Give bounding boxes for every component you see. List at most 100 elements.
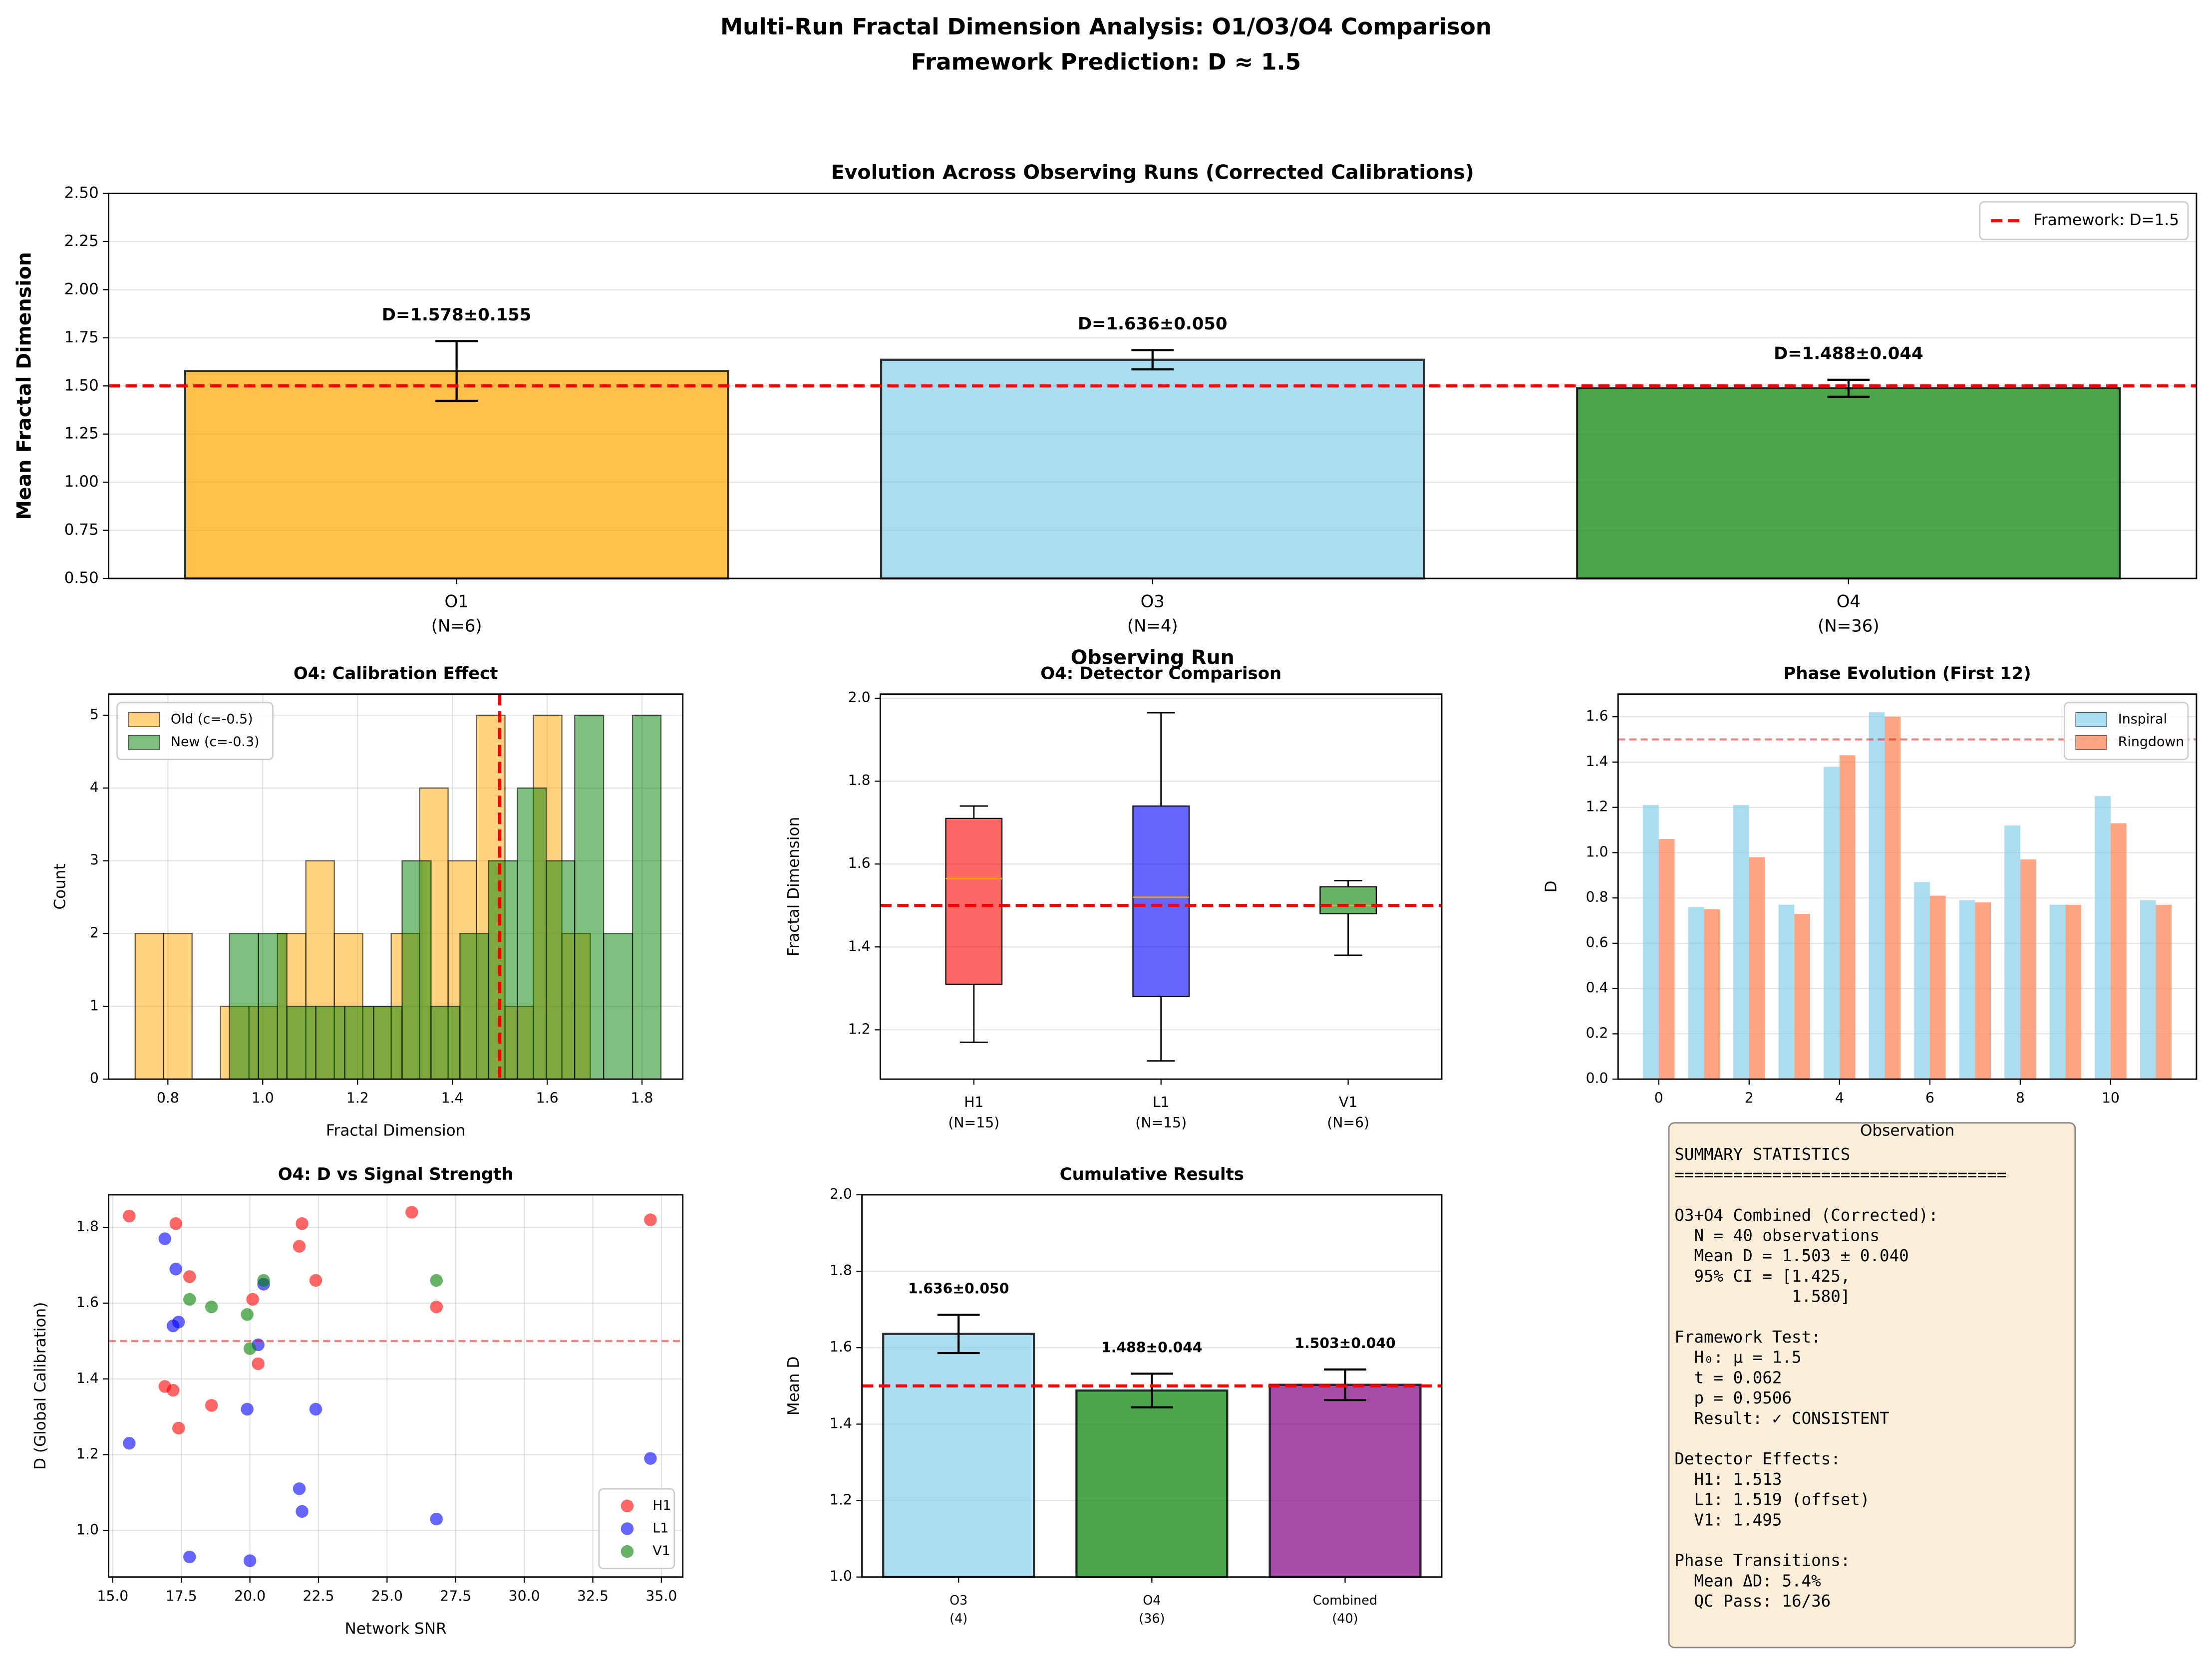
axes-frame — [108, 193, 2198, 579]
y-axis-label: D (Global Calibration) — [31, 1302, 49, 1470]
legend-label: Inspiral — [2118, 711, 2167, 727]
y-tick-label: 1.75 — [64, 328, 99, 346]
legend-swatch — [621, 1545, 634, 1558]
x-tick-label: 17.5 — [166, 1588, 197, 1604]
point — [167, 1383, 180, 1397]
histogram-bar — [286, 1006, 316, 1080]
summary-line: O3+O4 Combined (Corrected): — [1674, 1206, 1938, 1225]
y-tick-label: 1.0 — [76, 1521, 99, 1538]
x-tick-sublabel: (N=4) — [1127, 616, 1178, 636]
legend-swatch — [2075, 735, 2107, 750]
histogram-bar — [574, 714, 605, 1080]
y-tick-label: 0.8 — [1586, 889, 1608, 905]
axes-title: O4: Calibration Effect — [294, 664, 498, 683]
point — [246, 1293, 259, 1306]
summary-box — [1668, 1122, 2076, 1649]
bar — [1975, 902, 1991, 1080]
y-tick-label: 1.0 — [1586, 843, 1608, 860]
y-tick-label: 1.2 — [76, 1446, 99, 1462]
legend-swatch — [128, 712, 160, 727]
bar — [1075, 1389, 1229, 1578]
summary-line: H1: 1.513 — [1674, 1470, 1782, 1489]
y-tick-label: 1.8 — [830, 1262, 852, 1279]
y-tick-label: 0.6 — [1586, 934, 1608, 951]
x-tick-label: Combined — [1313, 1593, 1377, 1608]
histogram-bar — [401, 860, 432, 1080]
legend-box — [1979, 201, 2189, 241]
y-tick-label: 1.6 — [830, 1339, 852, 1355]
y-tick-label: 3 — [90, 852, 99, 868]
histogram-bar — [134, 933, 164, 1080]
bar — [1658, 839, 1675, 1080]
x-tick-label: O3 — [1141, 592, 1165, 611]
axes-frame — [1617, 693, 2198, 1080]
bar — [184, 370, 729, 580]
histogram-bar — [229, 933, 259, 1080]
y-tick-label: 1.6 — [848, 855, 871, 871]
point — [123, 1437, 136, 1450]
point — [169, 1217, 182, 1230]
y-tick-label: 1.4 — [1586, 753, 1608, 770]
point — [183, 1270, 196, 1283]
x-tick-label: 8 — [2016, 1090, 2025, 1106]
figure-subtitle: Framework Prediction: D ≈ 1.5 — [911, 49, 1301, 75]
y-tick-label: 1.2 — [830, 1492, 852, 1508]
point — [243, 1554, 257, 1567]
summary-line: Mean ΔD: 5.4% — [1674, 1571, 1821, 1590]
histogram-bar — [632, 714, 662, 1080]
point — [430, 1512, 443, 1526]
point — [309, 1274, 322, 1287]
x-tick-label: 22.5 — [303, 1588, 334, 1604]
x-tick-label: 1.4 — [441, 1090, 464, 1106]
x-tick-label: H1 — [964, 1094, 983, 1110]
histogram-bar — [546, 860, 576, 1080]
x-tick-label: O4 — [1143, 1593, 1161, 1608]
point — [293, 1482, 306, 1495]
summary-line: Mean D = 1.503 ± 0.040 — [1674, 1246, 1908, 1265]
bar — [1959, 900, 1975, 1080]
y-tick-label: 1.8 — [848, 772, 871, 789]
bar — [1643, 805, 1659, 1080]
axes-title: Cumulative Results — [1060, 1164, 1244, 1184]
point — [167, 1319, 180, 1333]
axes-frame — [108, 693, 684, 1080]
value-label: 1.636±0.050 — [908, 1281, 1009, 1297]
axes-frame — [108, 1194, 684, 1578]
histogram-bar — [603, 933, 633, 1080]
y-tick-label: 1.25 — [64, 425, 99, 443]
y-tick-label: 0 — [90, 1070, 99, 1087]
x-tick-label: V1 — [1339, 1094, 1357, 1110]
summary-line: 1.580] — [1674, 1287, 1850, 1306]
x-tick-label: 30.0 — [509, 1588, 540, 1604]
y-tick-label: 1.2 — [848, 1021, 871, 1037]
summary-line: Result: ✓ CONSISTENT — [1674, 1409, 1889, 1428]
bar — [1929, 895, 1946, 1080]
x-tick-label: 20.0 — [234, 1588, 266, 1604]
x-tick-label: O4 — [1837, 592, 1861, 611]
bar — [1576, 387, 2121, 580]
summary-line: t = 0.062 — [1674, 1368, 1782, 1387]
bar — [1869, 712, 1885, 1080]
y-tick-label: 0.0 — [1586, 1070, 1608, 1087]
y-tick-label: 1.4 — [848, 938, 871, 954]
bar — [2095, 796, 2111, 1080]
legend-swatch — [621, 1522, 634, 1535]
x-tick-label: 10 — [2102, 1090, 2120, 1106]
histogram-bar — [315, 1006, 345, 1080]
histogram-bar — [163, 933, 193, 1080]
legend-label: Ringdown — [2118, 734, 2185, 750]
y-axis-label: Fractal Dimension — [785, 817, 803, 956]
bar — [882, 1333, 1035, 1578]
y-tick-label: 0.50 — [64, 569, 99, 587]
point — [296, 1217, 309, 1230]
x-tick-label: 27.5 — [440, 1588, 471, 1604]
point — [644, 1452, 657, 1465]
x-tick-label: 1.2 — [346, 1090, 369, 1106]
legend-label: H1 — [652, 1498, 671, 1513]
y-axis-label: Count — [51, 863, 69, 909]
bar — [2065, 904, 2082, 1080]
y-tick-label: 1.00 — [64, 473, 99, 491]
point — [430, 1274, 443, 1287]
y-tick-label: 2.25 — [64, 232, 99, 250]
